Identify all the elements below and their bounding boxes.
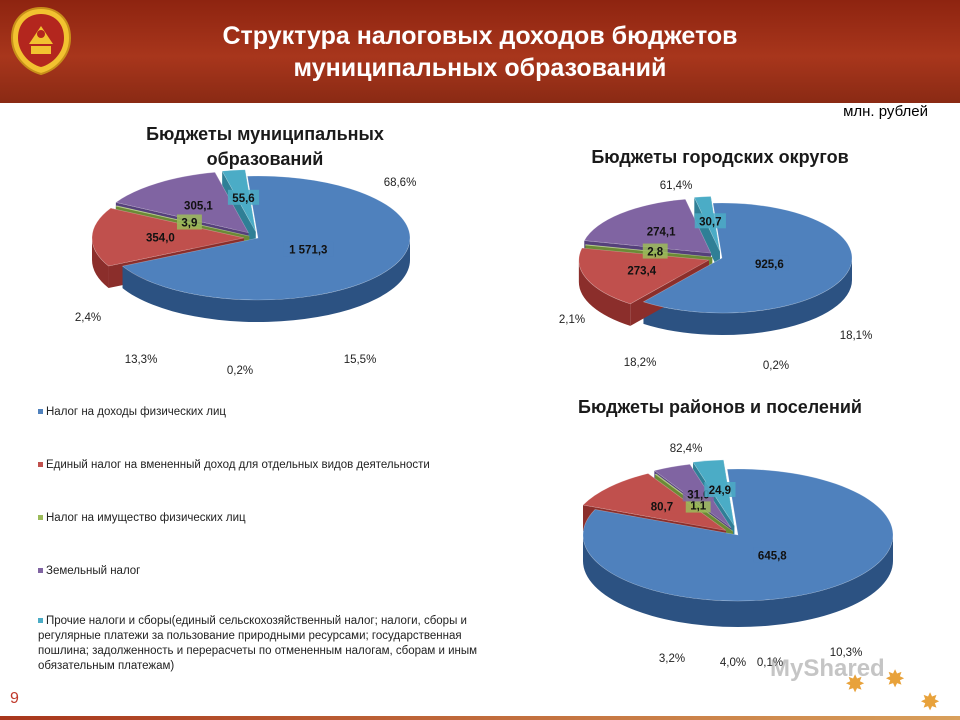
legend-marker-property — [38, 515, 43, 521]
title-line-1: Структура налоговых доходов бюджетов — [222, 22, 738, 50]
legend-label-envd: Единый налог на вмененный доход для отде… — [46, 459, 430, 471]
chart-title-municipal: Бюджеты муниципальных образований — [146, 124, 384, 169]
percent-label-property: 0,1% — [757, 657, 783, 669]
star-ornament-icon: ✸ — [885, 666, 906, 693]
legend-item-property: Налог на имущество физических лиц — [38, 511, 246, 526]
pie-side-pit — [643, 258, 852, 335]
percent-label-pit: 68,6% — [384, 177, 417, 189]
units-label: млн. рублей — [843, 103, 928, 120]
header-banner: Структура налоговых доходов бюджетов мун… — [0, 0, 960, 103]
pie-slice-pit — [642, 202, 853, 314]
legend-marker-pit — [38, 409, 43, 415]
value-label-bg-envd — [646, 498, 678, 514]
chart-title-city-districts: Бюджеты городских округов — [591, 147, 849, 167]
percent-label-envd: 10,3% — [830, 647, 863, 659]
pie-slice-pit — [121, 175, 411, 301]
percent-label-other: 3,2% — [659, 653, 685, 665]
value-label-other: 30,7 — [699, 216, 721, 228]
legend-label-other: Прочие налоги и сборы(единый сельскохозя… — [38, 615, 478, 672]
value-label-land: 31,0 — [687, 489, 709, 501]
page-title: Структура налоговых доходов бюджетов мун… — [150, 20, 810, 84]
title-line-2: муниципальных образований — [293, 54, 667, 82]
legend-item-other: Прочие налоги и сборы(единый сельскохозя… — [38, 614, 508, 674]
percent-label-land: 4,0% — [720, 657, 746, 669]
value-label-property: 2,8 — [647, 247, 664, 259]
value-label-bg-property — [642, 243, 668, 259]
coat-of-arms-icon — [10, 6, 72, 76]
percent-label-land: 13,3% — [125, 354, 158, 366]
star-ornament-icon: ✸ — [845, 671, 866, 698]
pie-side-envd — [92, 237, 109, 289]
value-label-bg-pit — [283, 241, 334, 257]
legend-marker-land — [38, 568, 43, 574]
value-label-bg-pit — [750, 255, 789, 271]
value-label-envd: 354,0 — [146, 232, 175, 244]
value-label-land: 305,1 — [184, 200, 213, 212]
percent-label-pit: 82,4% — [670, 443, 703, 455]
value-label-bg-pit — [753, 547, 792, 563]
pie-chart-1: 1 571,3 354,0 3,9 305,1 55,6 68,6% 15,5% 0,2% 13… — [75, 169, 417, 377]
pie-slice-pit — [582, 468, 894, 602]
value-label-land: 274,1 — [647, 226, 676, 238]
legend-item-land: Земельный налог — [38, 564, 140, 579]
value-label-pit: 645,8 — [758, 550, 787, 562]
pie-chart-3: 645,8 80,7 1,131,0 24,9 82,4% 10,3% 0,1% 4,0% 3,… — [582, 443, 894, 669]
bottom-bar — [0, 716, 960, 720]
value-label-envd: 273,4 — [627, 265, 656, 277]
star-ornament-icon: ✸ — [920, 689, 941, 716]
legend-label-pit: Налог на доходы физических лиц — [46, 406, 227, 418]
value-label-bg-envd — [141, 229, 180, 245]
value-label-bg-land — [179, 197, 218, 213]
value-label-bg-other — [704, 481, 736, 497]
pie-chart-2: 925,6 273,4 2,8 274,1 30,7 61,4% 18,1% 0,2% 18,2… — [559, 180, 872, 372]
percent-label-property: 0,2% — [227, 365, 253, 377]
value-label-other: 24,9 — [709, 485, 731, 497]
percent-label-other: 2,4% — [75, 312, 101, 324]
percent-label-pit: 61,4% — [660, 180, 693, 192]
legend-item-envd: Единый налог на вмененный доход для отде… — [38, 458, 430, 473]
page-number: 9 — [10, 690, 19, 707]
percent-label-land: 18,2% — [624, 357, 657, 369]
value-label-property: 1,1 — [690, 501, 707, 513]
value-label-pit: 925,6 — [755, 259, 784, 271]
pie-side-pit — [583, 535, 893, 627]
chart-title-districts-settlements: Бюджеты районов и поселений — [578, 397, 862, 417]
legend-label-land: Земельный налог — [46, 565, 141, 577]
pie-side-envd — [578, 260, 631, 326]
legend-item-pit: Налог на доходы физических лиц — [38, 405, 226, 420]
value-label-pit: 1 571,3 — [289, 245, 327, 257]
percent-label-envd: 18,1% — [840, 330, 873, 342]
percent-label-other: 2,1% — [559, 314, 585, 326]
pie-side-pit — [122, 238, 410, 322]
value-label-bg-other — [227, 189, 260, 205]
value-label-other: 55,6 — [232, 193, 254, 205]
value-label-envd: 80,7 — [651, 502, 673, 514]
legend-marker-envd — [38, 462, 43, 468]
legend-marker-other — [38, 618, 43, 624]
value-label-bg-land — [642, 223, 680, 239]
percent-label-property: 0,2% — [763, 360, 789, 372]
legend-label-property: Налог на имущество физических лиц — [46, 512, 246, 524]
value-label-bg-other — [694, 213, 726, 229]
percent-label-envd: 15,5% — [344, 354, 377, 366]
value-label-bg-property — [176, 214, 202, 230]
value-label-property: 3,9 — [181, 218, 197, 230]
watermark: MyShared — [770, 655, 885, 682]
value-label-bg-envd — [622, 262, 661, 278]
